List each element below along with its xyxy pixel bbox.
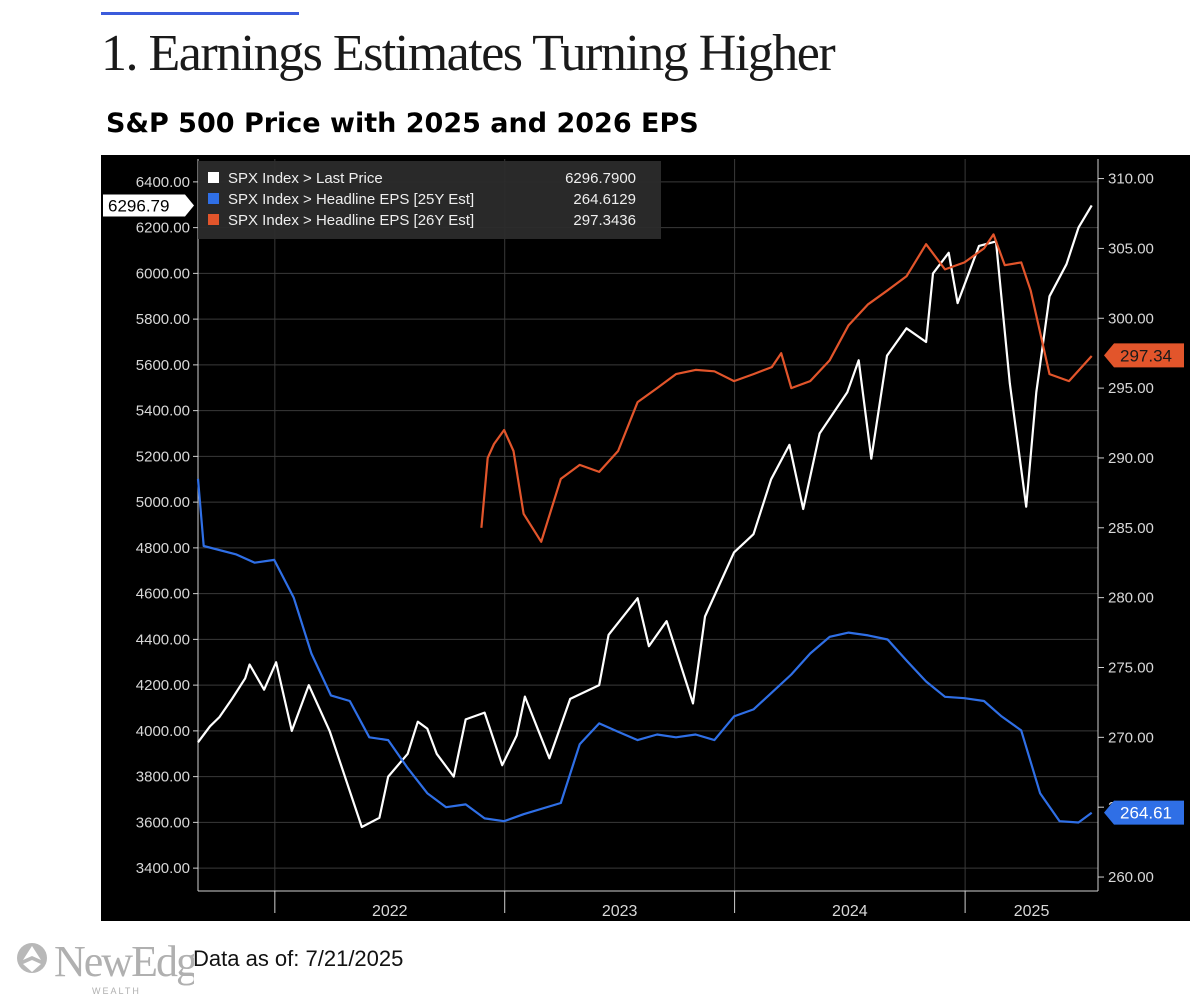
last-value-label-3: 297.34 (1120, 346, 1172, 365)
y-left-tick-label: 4400.00 (136, 631, 190, 648)
y-left-tick-label: 5200.00 (136, 448, 190, 465)
y-left-tick-label: 4000.00 (136, 723, 190, 740)
y-right-tick-label: 300.00 (1108, 310, 1154, 327)
y-right-tick-label: 270.00 (1108, 729, 1154, 746)
x-tick-label: 2025 (1014, 903, 1050, 920)
y-left-tick-label: 5800.00 (136, 311, 190, 328)
x-tick-label: 2024 (832, 903, 868, 920)
x-tick-label: 2023 (602, 903, 638, 920)
legend-value-2: 264.6129 (573, 191, 636, 208)
y-left-tick-label: 6000.00 (136, 265, 190, 282)
legend-swatch-2 (208, 193, 219, 204)
y-right-tick-label: 305.00 (1108, 240, 1154, 257)
legend-box (198, 161, 661, 239)
y-left-tick-label: 5600.00 (136, 357, 190, 374)
series-line-3 (480, 233, 1093, 543)
chart-title: S&P 500 Price with 2025 and 2026 EPS (106, 108, 699, 139)
y-left-tick-label: 5400.00 (136, 403, 190, 420)
legend-swatch-1 (208, 172, 219, 183)
value-tags: 6296.79 264.61 297.34 (103, 194, 1184, 825)
last-value-label-2: 264.61 (1120, 804, 1172, 823)
y-right-tick-label: 310.00 (1108, 171, 1154, 188)
legend-label-2: SPX Index > Headline EPS [25Y Est] (228, 191, 474, 208)
y-right-tick-label: 260.00 (1108, 869, 1154, 886)
data-as-of-note: Data as of: 7/21/2025 (193, 946, 404, 971)
x-tick-label: 2022 (372, 903, 408, 920)
y-left-tick-label: 3800.00 (136, 769, 190, 786)
y-right-tick-label: 290.00 (1108, 450, 1154, 467)
last-value-tag-3 (1104, 343, 1184, 368)
legend: SPX Index > Last Price 6296.7900 SPX Index… (198, 161, 661, 239)
y-left-tick-label: 4800.00 (136, 540, 190, 557)
legend-label-1: SPX Index > Last Price (228, 170, 383, 187)
y-right-tick-label: 275.00 (1108, 659, 1154, 676)
y-left-tick-label: 6400.00 (136, 174, 190, 191)
chart-panel: 3400.00 3600.00 3800.00 4000.00 4200.00 4400.… (101, 155, 1190, 921)
y-left-tick-label: 6200.00 (136, 220, 190, 237)
y-left-tick-label: 4200.00 (136, 677, 190, 694)
y-left-tick-label: 4600.00 (136, 586, 190, 603)
page-title: 1. Earnings Estimates Turning Higher (101, 25, 836, 82)
logo-mark-icon (17, 943, 47, 973)
logo-wordmark: NewEdge (54, 938, 194, 986)
last-value-tag-2 (1104, 800, 1184, 825)
newedge-logo: NewEdge WEALTH (17, 938, 194, 996)
accent-rule (101, 12, 299, 15)
legend-label-3: SPX Index > Headline EPS [26Y Est] (228, 212, 474, 229)
y-left-tick-label: 3400.00 (136, 860, 190, 877)
y-left-tick-label: 5000.00 (136, 494, 190, 511)
y-right-tick-label: 280.00 (1108, 590, 1154, 607)
last-value-tag-1 (103, 194, 194, 217)
legend-value-3: 297.3436 (573, 212, 636, 229)
series-line-1 (197, 204, 1093, 829)
last-value-label-1: 6296.79 (108, 196, 169, 215)
series-layer (196, 204, 1093, 829)
y-right-tick-label: 285.00 (1108, 520, 1154, 537)
legend-value-1: 6296.7900 (565, 170, 636, 187)
y-left-tick-label: 3600.00 (136, 814, 190, 831)
axis-layer: 3400.00 3600.00 3800.00 4000.00 4200.00 4400.… (136, 159, 1154, 920)
grid-layer (198, 159, 1098, 891)
y-right-tick-label: 295.00 (1108, 380, 1154, 397)
logo-subtext: WEALTH (92, 986, 141, 996)
series-line-2 (196, 478, 1093, 824)
chart-svg: 3400.00 3600.00 3800.00 4000.00 4200.00 4400.… (103, 159, 1184, 920)
legend-swatch-3 (208, 214, 219, 225)
